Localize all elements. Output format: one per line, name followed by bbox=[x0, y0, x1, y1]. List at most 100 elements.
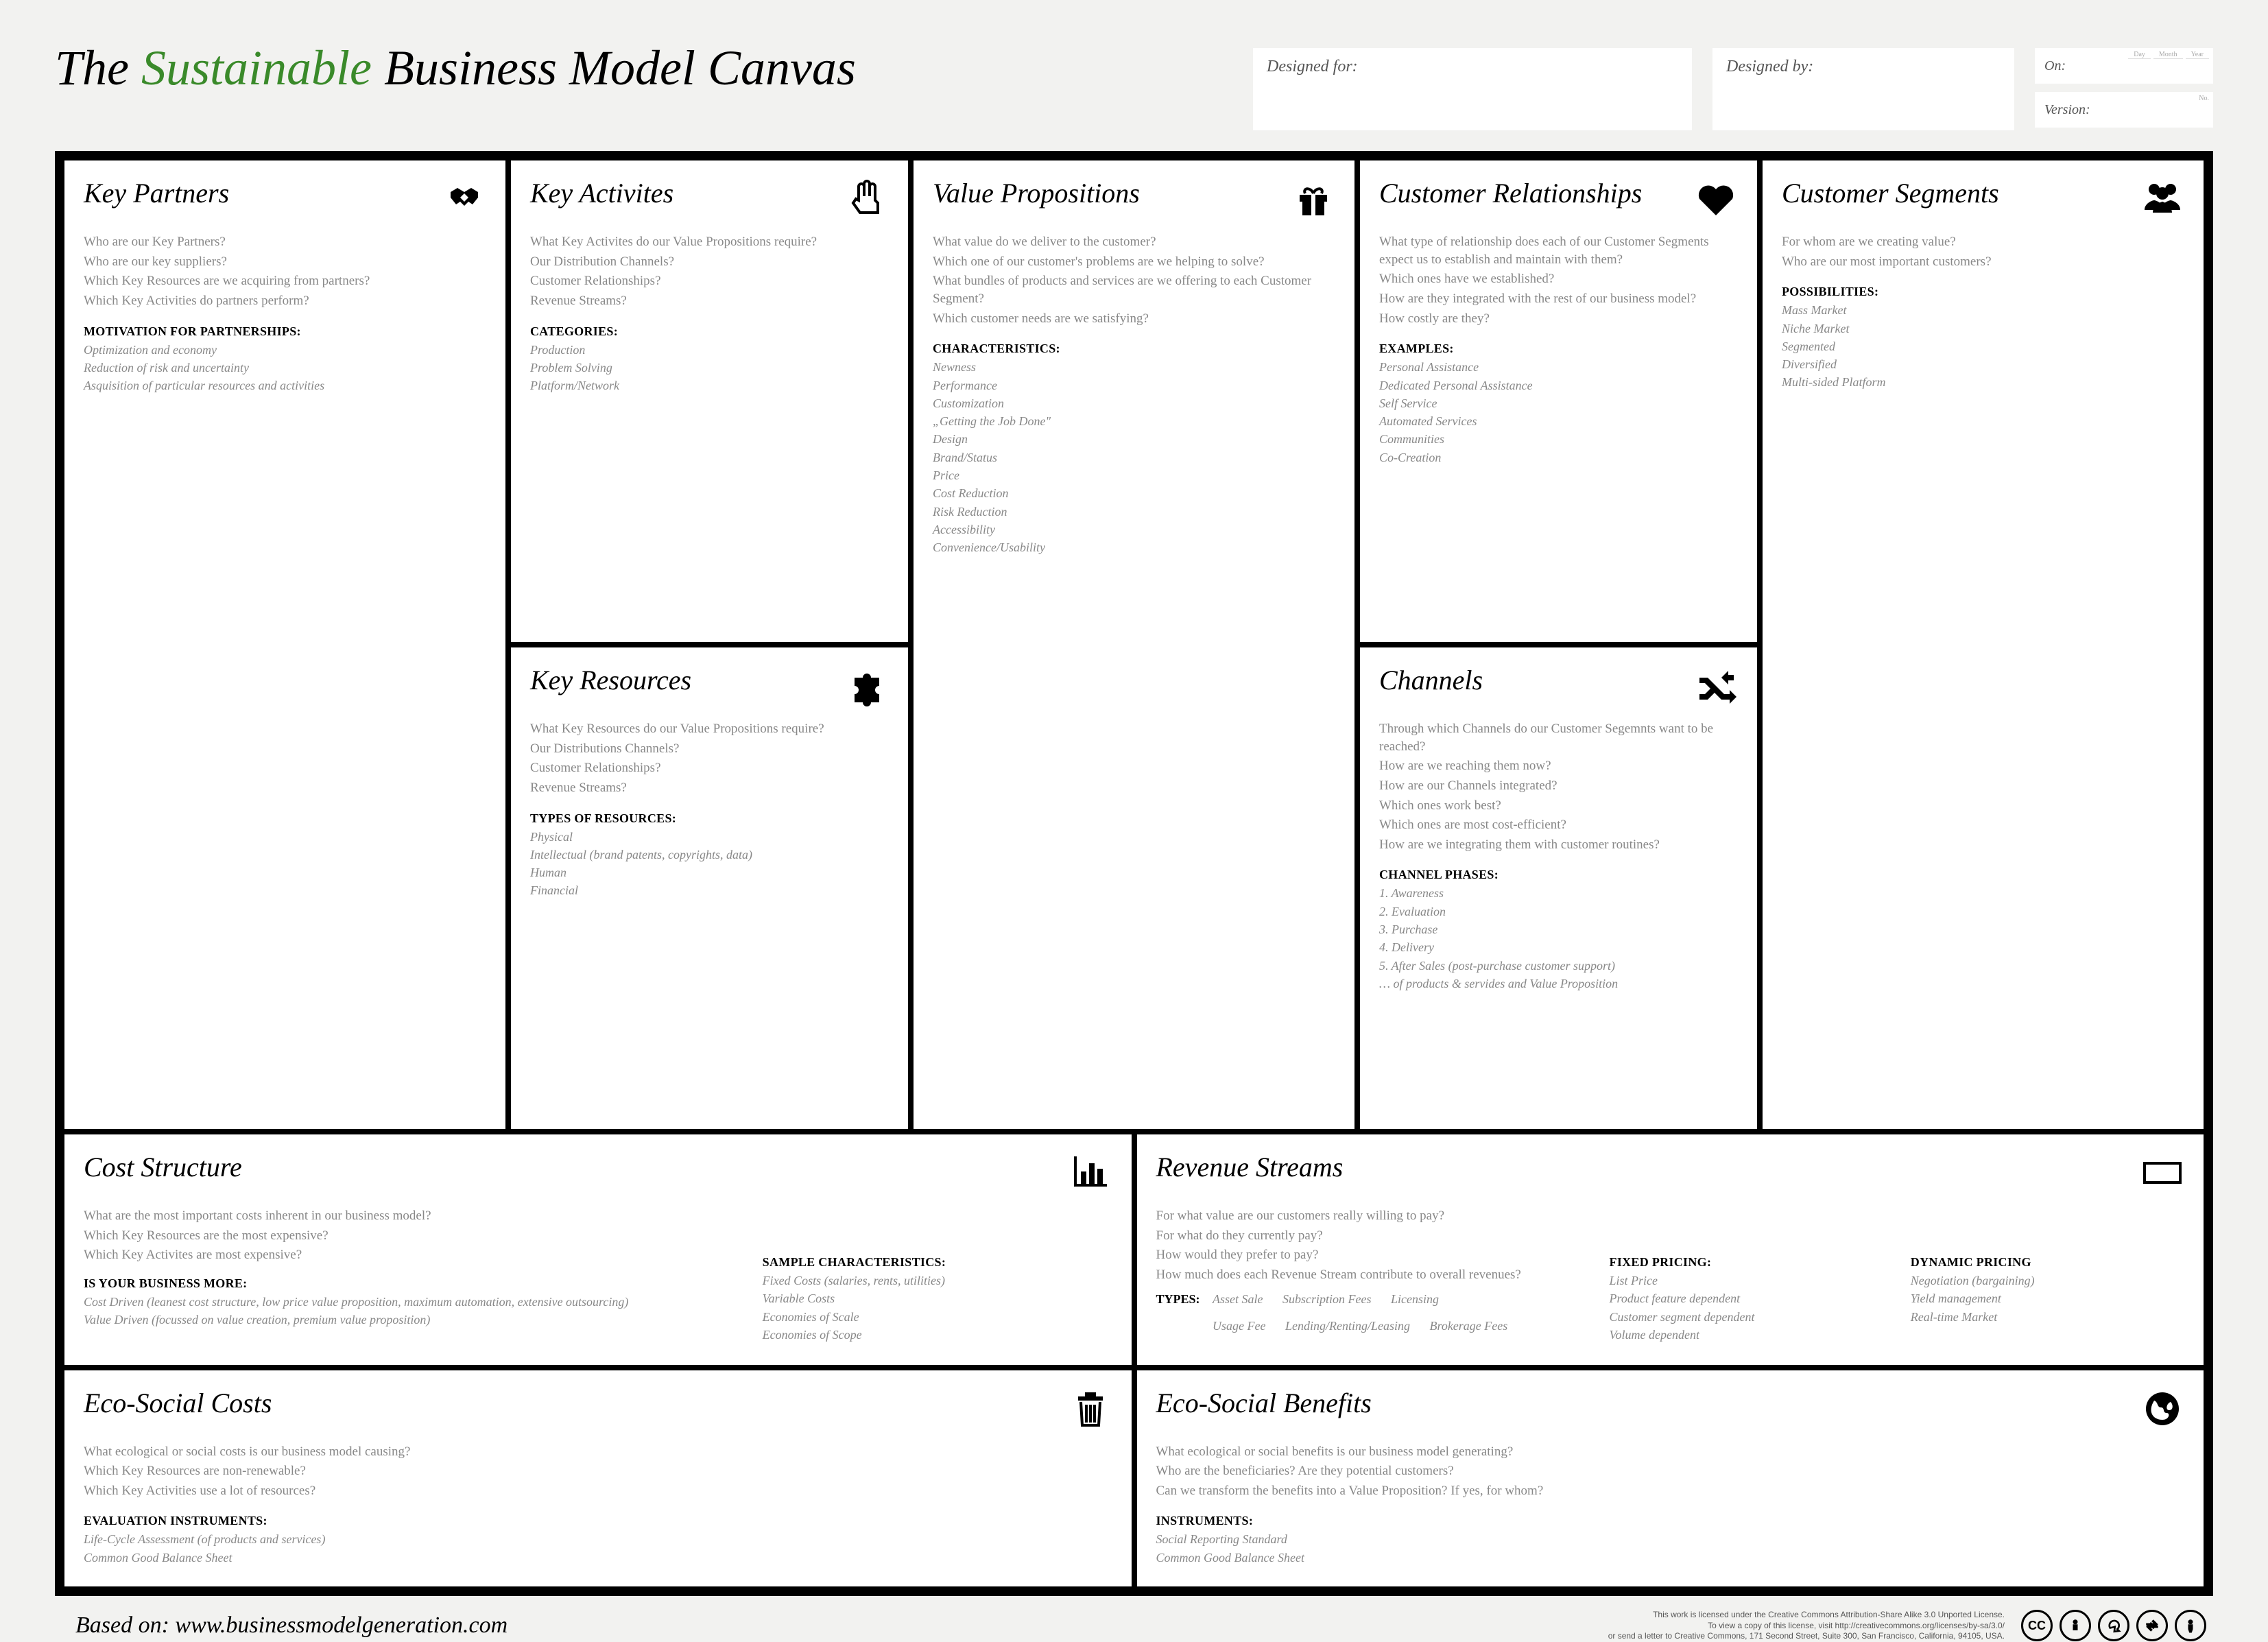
cc-icon: CC bbox=[2021, 1610, 2053, 1641]
version-sub: No. bbox=[2199, 95, 2209, 102]
q: How are we reaching them now? bbox=[1379, 757, 1738, 775]
title-customer-segments: Customer Segments bbox=[1782, 177, 1999, 209]
subhead: CHANNEL PHASES: bbox=[1379, 868, 1738, 882]
q: Through which Channels do our Customer S… bbox=[1379, 720, 1738, 755]
note: Cost Reduction bbox=[933, 485, 1335, 501]
meta-stack: On: Day Month Year Version: No. bbox=[2035, 48, 2213, 128]
version-label: Version: bbox=[2044, 102, 2090, 118]
note: Economies of Scale bbox=[763, 1309, 1112, 1325]
designed-by-box[interactable]: Designed by: bbox=[1712, 48, 2014, 130]
subhead: FIXED PRICING: bbox=[1610, 1255, 1883, 1270]
subhead: INSTRUMENTS: bbox=[1156, 1514, 2185, 1528]
subhead: MOTIVATION FOR PARTNERSHIPS: bbox=[84, 324, 486, 339]
on-month: Month bbox=[2153, 51, 2183, 59]
title-key-activities: Key Activites bbox=[530, 177, 673, 209]
q: How are they integrated with the rest of… bbox=[1379, 290, 1738, 308]
title-post: Business Model Canvas bbox=[372, 40, 856, 95]
header-fields: Designed for: Designed by: On: Day Month… bbox=[883, 41, 2213, 130]
note: Multi-sided Platform bbox=[1782, 374, 2184, 390]
row-top: Key Partners Who are our Key Partners? W… bbox=[62, 158, 2206, 1132]
q: Revenue Streams? bbox=[530, 779, 889, 797]
note: Economies of Scope bbox=[763, 1326, 1112, 1343]
note: Problem Solving bbox=[530, 359, 889, 376]
note: Automated Services bbox=[1379, 413, 1738, 429]
note: Personal Assistance bbox=[1379, 359, 1738, 375]
q: What are the most important costs inhere… bbox=[84, 1207, 721, 1225]
page-title: The Sustainable Business Model Canvas bbox=[55, 41, 856, 95]
cell-customer-segments: Customer Segments For whom are we creati… bbox=[1760, 158, 2206, 1132]
q: Which ones work best? bbox=[1379, 797, 1738, 815]
footer-right: This work is licensed under the Creative… bbox=[1608, 1610, 2206, 1642]
note: Design bbox=[933, 431, 1335, 447]
q: What type of relationship does each of o… bbox=[1379, 233, 1738, 268]
note: Volume dependent bbox=[1610, 1326, 1883, 1343]
banknote-icon: 1 bbox=[2140, 1151, 2184, 1195]
designed-for-box[interactable]: Designed for: bbox=[1253, 48, 1692, 130]
q: Our Distributions Channels? bbox=[530, 740, 889, 758]
note: Dedicated Personal Assistance bbox=[1379, 377, 1738, 394]
subhead: CHARACTERISTICS: bbox=[933, 342, 1335, 356]
cell-customer-relationships: Customer Relationships What type of rela… bbox=[1357, 158, 1760, 645]
q: What Key Resources do our Value Proposit… bbox=[530, 720, 889, 738]
q: Which Key Activities do partners perform… bbox=[84, 292, 486, 310]
q: What ecological or social costs is our b… bbox=[84, 1443, 1112, 1461]
trash-icon bbox=[1069, 1387, 1112, 1431]
q: Customer Relationships? bbox=[530, 272, 889, 290]
puzzle-icon bbox=[845, 664, 889, 708]
note: Niche Market bbox=[1782, 320, 2184, 337]
fine-line: This work is licensed under the Creative… bbox=[1608, 1610, 2005, 1621]
title-accent: Sustainable bbox=[141, 40, 372, 95]
q: Who are our key suppliers? bbox=[84, 253, 486, 271]
note: Price bbox=[933, 467, 1335, 484]
note: Performance bbox=[933, 377, 1335, 394]
q: How costly are they? bbox=[1379, 310, 1738, 328]
on-day: Day bbox=[2128, 51, 2151, 59]
note: Real-time Market bbox=[1911, 1309, 2184, 1325]
q: Which one of our customer's problems are… bbox=[933, 253, 1335, 271]
subhead: EVALUATION INSTRUMENTS: bbox=[84, 1514, 1112, 1528]
page-footer: Based on: www.businessmodelgeneration.co… bbox=[55, 1596, 2213, 1642]
fine-line: To view a copy of this license, visit ht… bbox=[1608, 1621, 2005, 1632]
people-icon bbox=[2140, 177, 2184, 221]
subhead: DYNAMIC PRICING bbox=[1911, 1255, 2184, 1270]
q: What Key Activites do our Value Proposit… bbox=[530, 233, 889, 251]
note: Co-Creation bbox=[1379, 449, 1738, 466]
col-relationships-channels: Customer Relationships What type of rela… bbox=[1357, 158, 1760, 1132]
note: Accessibility bbox=[933, 521, 1335, 538]
version-box[interactable]: Version: No. bbox=[2035, 92, 2213, 128]
title-block: The Sustainable Business Model Canvas bbox=[55, 41, 856, 95]
on-box[interactable]: On: Day Month Year bbox=[2035, 48, 2213, 84]
note: Fixed Costs (salaries, rents, utilities) bbox=[763, 1272, 1112, 1289]
cc-sa-icon bbox=[2098, 1610, 2129, 1641]
license-fineprint: This work is licensed under the Creative… bbox=[1608, 1610, 2005, 1642]
hand-icon bbox=[845, 177, 889, 221]
handshake-icon bbox=[442, 177, 486, 221]
gift-icon bbox=[1291, 177, 1335, 221]
note: Production bbox=[530, 342, 889, 358]
types-line1: TYPES: Asset Sale Subscription Fees Lice… bbox=[1156, 1292, 1582, 1307]
note: Reduction of risk and uncertainty bbox=[84, 359, 486, 376]
note: Mass Market bbox=[1782, 302, 2184, 318]
title-key-partners: Key Partners bbox=[84, 177, 229, 209]
designed-by-label: Designed by: bbox=[1726, 58, 1813, 76]
q: Which Key Resources are the most expensi… bbox=[84, 1227, 721, 1245]
note: Customization bbox=[933, 395, 1335, 412]
note: Product feature dependent bbox=[1610, 1290, 1883, 1307]
note: Platform/Network bbox=[530, 377, 889, 394]
note: … of products & servides and Value Propo… bbox=[1379, 975, 1738, 992]
q: Which Key Activities use a lot of resour… bbox=[84, 1482, 1112, 1500]
on-year: Year bbox=[2186, 51, 2209, 59]
cell-key-resources: Key Resources What Key Resources do our … bbox=[508, 645, 911, 1132]
cell-eco-social-benefits: Eco-Social Benefits What ecological or s… bbox=[1134, 1368, 2207, 1590]
globe-icon bbox=[2140, 1387, 2184, 1431]
q: How much does each Revenue Stream contri… bbox=[1156, 1266, 1582, 1284]
canvas-frame: Key Partners Who are our Key Partners? W… bbox=[55, 151, 2213, 1596]
bar-chart-icon bbox=[1069, 1151, 1112, 1195]
q: Who are our most important customers? bbox=[1782, 253, 2184, 271]
q: Customer Relationships? bbox=[530, 759, 889, 777]
q: What bundles of products and services ar… bbox=[933, 272, 1335, 307]
q: Which customer needs are we satisfying? bbox=[933, 310, 1335, 328]
note: 3. Purchase bbox=[1379, 921, 1738, 938]
note: Newness bbox=[933, 359, 1335, 375]
note: Customer segment dependent bbox=[1610, 1309, 1883, 1325]
